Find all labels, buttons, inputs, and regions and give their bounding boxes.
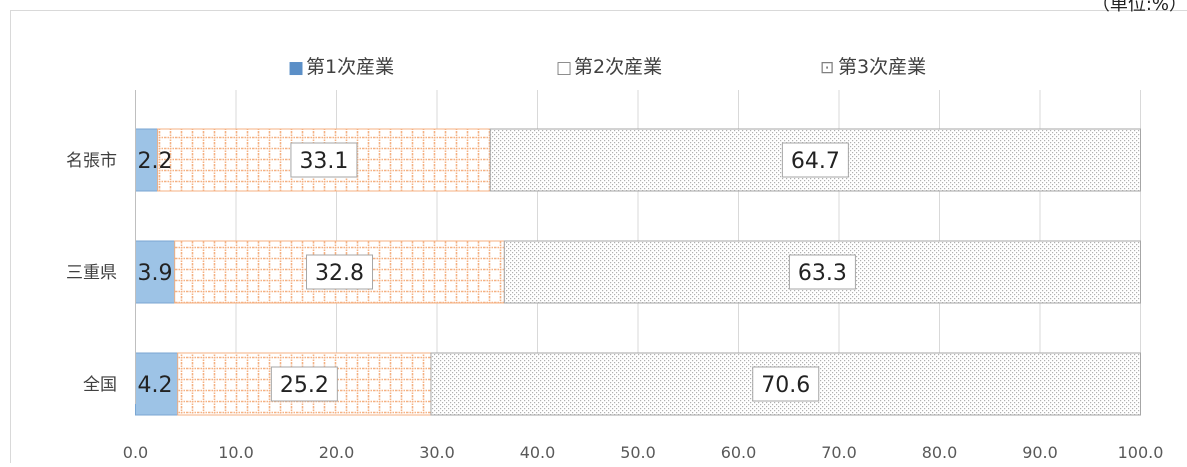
x-tick-label: 50.0 — [620, 443, 656, 462]
legend-label: 第2次産業 — [574, 56, 662, 78]
data-label: 2.2 — [138, 149, 173, 174]
data-label: 4.2 — [138, 373, 173, 398]
legend: ■第1次産業 □第2次産業 ⊡第3次産業 — [288, 56, 926, 78]
x-tick-label: 30.0 — [419, 443, 455, 462]
category-label: 全国 — [83, 375, 117, 395]
x-tick-label: 10.0 — [218, 443, 254, 462]
legend-icon: ⊡ — [820, 58, 834, 78]
data-label: 33.1 — [299, 149, 348, 174]
unit-note: （単位:%） — [1092, 0, 1187, 16]
x-tick-label: 80.0 — [922, 443, 958, 462]
legend-label: 第3次産業 — [838, 56, 926, 78]
data-label: 64.7 — [791, 149, 840, 174]
data-label: 25.2 — [280, 373, 329, 398]
x-tick-label: 40.0 — [520, 443, 556, 462]
legend-icon: □ — [556, 58, 572, 78]
x-tick-label: 0.0 — [123, 443, 148, 462]
data-label: 70.6 — [761, 373, 810, 398]
x-tick-label: 60.0 — [721, 443, 757, 462]
data-label: 63.3 — [798, 261, 847, 286]
x-tick-label: 100.0 — [1118, 443, 1164, 462]
legend-label: 第1次産業 — [306, 56, 394, 78]
category-label: 名張市 — [66, 151, 117, 171]
data-label: 32.8 — [315, 261, 364, 286]
category-label: 三重県 — [66, 263, 117, 283]
x-tick-label: 70.0 — [821, 443, 857, 462]
x-tick-label: 90.0 — [1022, 443, 1058, 462]
x-tick-label: 20.0 — [319, 443, 355, 462]
legend-icon: ■ — [288, 58, 304, 78]
data-label: 3.9 — [138, 261, 173, 286]
